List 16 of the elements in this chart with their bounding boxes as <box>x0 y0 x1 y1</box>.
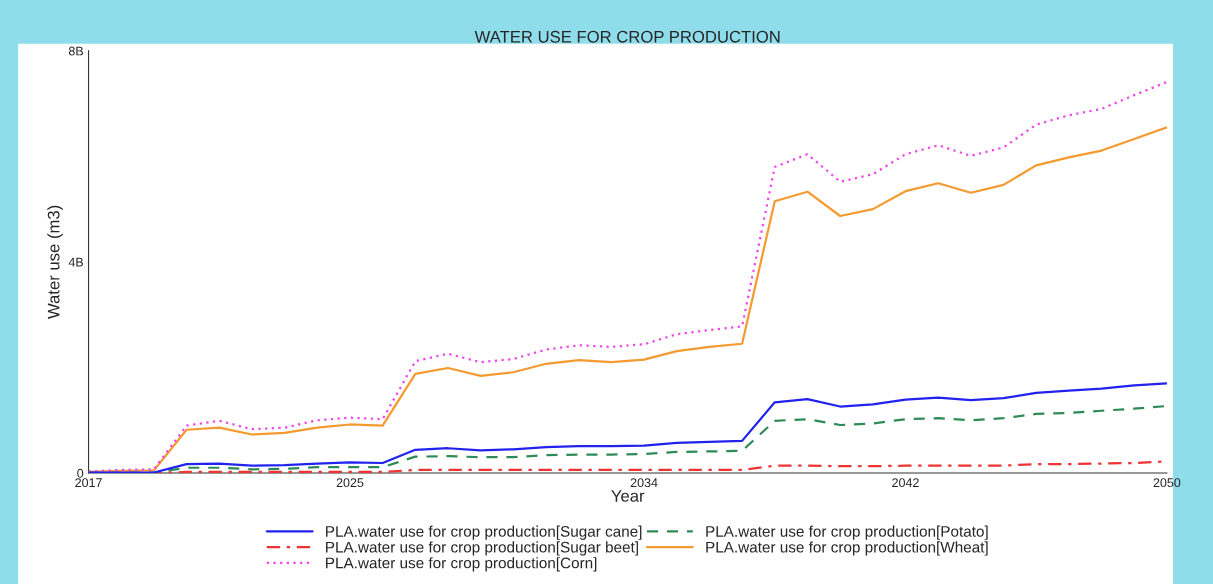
legend-label: PLA.water use for crop production[Sugar beet] <box>326 541 638 556</box>
y-tick-label: 4B <box>68 257 84 267</box>
legend-label: PLA.water use for crop production[Wheat] <box>706 541 988 556</box>
x-tick-label: 2034 <box>630 478 658 488</box>
x-tick-label: 2017 <box>75 478 102 488</box>
y-tick-label: 0 <box>77 468 84 478</box>
chart-title: WATER USE FOR CROP PRODUCTION <box>474 30 780 43</box>
y-tick-label: 8B <box>68 46 84 56</box>
y-axis-title: Water use (m3) <box>47 205 63 319</box>
x-tick-label: 2025 <box>336 478 364 488</box>
x-tick-label: 2050 <box>1153 478 1181 488</box>
x-tick-label: 2042 <box>892 478 919 488</box>
legend-label: PLA.water use for crop production[Sugar cane] <box>326 525 642 540</box>
legend-label: PLA.water use for crop production[Potato] <box>706 525 988 540</box>
x-axis-title: Year <box>611 490 645 502</box>
legend-label: PLA.water use for crop production[Corn] <box>326 557 597 572</box>
